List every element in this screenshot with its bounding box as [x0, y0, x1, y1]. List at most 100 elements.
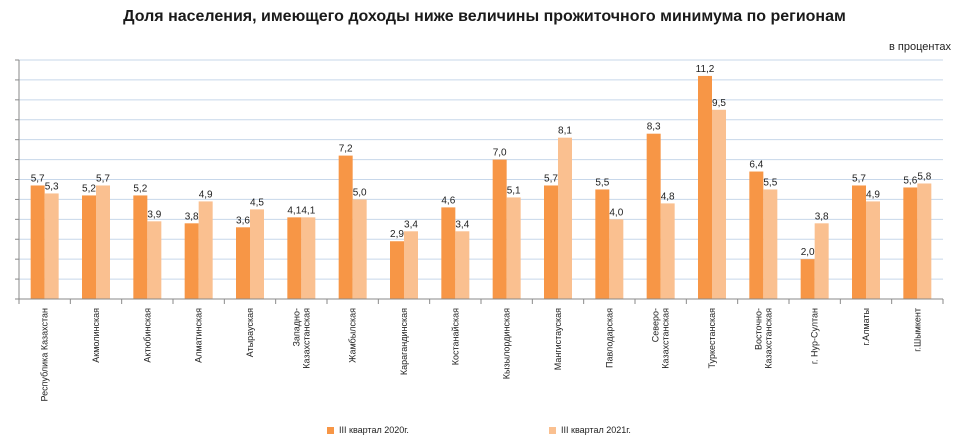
bar-series-1 [184, 223, 199, 299]
data-label: 5,0 [353, 187, 367, 198]
bar-series-2 [198, 201, 213, 299]
category-label: г. Нур-Султан [810, 308, 820, 364]
bar-series-1 [544, 185, 558, 299]
bar-series-1 [82, 195, 96, 299]
bar-series-1 [749, 171, 764, 299]
category-labels: Республика Казахстан Акмолинская Актюбинск… [40, 308, 923, 402]
bar-series-1 [800, 259, 815, 299]
bar-series-2 [917, 183, 932, 299]
data-label: 3,6 [236, 215, 250, 226]
category-label: г.Шымкент [912, 308, 922, 352]
category-label: Актюбинская [142, 308, 152, 363]
data-label: 8,3 [647, 122, 661, 133]
category-label: Кызылординская [502, 308, 512, 379]
legend-swatch-2020 [327, 426, 334, 434]
chart-title: Доля населения, имеющего доходы ниже вел… [123, 8, 846, 25]
bar-series-2 [147, 221, 162, 299]
bar-series-2 [814, 223, 829, 299]
data-label: 5,2 [133, 183, 147, 194]
bar-series-1 [698, 75, 712, 299]
gridlines [19, 59, 943, 300]
data-label: 3,9 [147, 209, 161, 220]
category-label: Акмолинская [91, 308, 101, 363]
data-label: 11,2 [696, 64, 715, 75]
bars [30, 75, 932, 300]
category-label: Туркестанская [707, 308, 717, 369]
bar-series-2 [609, 219, 624, 299]
category-label: Республика Казахстан [40, 308, 50, 401]
bar-series-2 [660, 203, 675, 299]
data-label: 5,3 [45, 181, 59, 192]
category-label: Костанайская [450, 308, 460, 365]
bar-series-1 [30, 185, 45, 299]
svg-text:Жамбылская: Жамбылская [348, 308, 358, 363]
svg-text:Павлодарская: Павлодарская [604, 308, 614, 368]
data-labels: 5,75,3 5,25,75,23,9 3,84,93,64,54,1 4,17,25… [31, 64, 932, 258]
svg-text:г. Нур-Султан: г. Нур-Султан [810, 308, 820, 364]
bar-series-1 [133, 195, 148, 299]
svg-text:Мангистауская: Мангистауская [553, 308, 563, 370]
category-label: Жамбылская [348, 308, 358, 363]
bar-series-1 [903, 187, 918, 299]
data-label: 3,8 [815, 211, 829, 222]
category-label: Северо-Казахстанская [651, 308, 671, 369]
svg-text:Восточно-Казахстанская: Восточно-Казахстанская [753, 308, 773, 369]
data-label: 5,8 [917, 171, 931, 182]
bar-series-1 [441, 207, 456, 299]
category-label: г.Алматы [861, 308, 871, 346]
data-label: 4,1 [301, 205, 315, 216]
legend-item-2020: III квартал 2020г. [327, 425, 409, 435]
svg-text:г.Алматы: г.Алматы [861, 308, 871, 346]
bar-series-1 [595, 189, 610, 299]
svg-text:Алматинская: Алматинская [194, 308, 204, 363]
svg-text:Северо-Казахстанская: Северо-Казахстанская [651, 308, 671, 369]
data-label: 7,2 [339, 144, 353, 155]
svg-text:Кызылординская: Кызылординская [502, 308, 512, 379]
category-label: Западно-Казахстанская [291, 308, 311, 369]
bar-series-2 [558, 137, 572, 299]
bar-series-1 [852, 185, 866, 299]
bar-series-2 [250, 209, 264, 299]
svg-text:Республика Казахстан: Республика Казахстан [40, 308, 50, 401]
data-label: 6,4 [749, 160, 763, 171]
data-label: 7,0 [493, 148, 507, 159]
data-label: 4,8 [661, 191, 675, 202]
unit-label: в процентах [889, 41, 951, 53]
data-label: 2,0 [801, 247, 815, 258]
data-label: 4,0 [609, 207, 623, 218]
data-label: 5,2 [82, 183, 96, 194]
data-label: 3,4 [404, 219, 418, 230]
bar-series-2 [712, 109, 726, 300]
bar-series-2 [44, 193, 59, 299]
category-label: Восточно-Казахстанская [753, 308, 773, 369]
category-label: Павлодарская [604, 308, 614, 368]
svg-text:Карагандинская: Карагандинская [399, 308, 409, 375]
bar-series-2 [301, 217, 316, 299]
category-label: Мангистауская [553, 308, 563, 370]
legend: III квартал 2020г. III квартал 2021г. [0, 425, 969, 441]
bar-series-1 [338, 155, 353, 299]
svg-text:Актюбинская: Актюбинская [142, 308, 152, 363]
bar-series-1 [492, 159, 507, 299]
data-label: 5,7 [544, 173, 558, 184]
bar-series-2 [455, 231, 470, 299]
legend-item-2021: III квартал 2021г. [549, 425, 631, 435]
data-label: 4,1 [287, 205, 301, 216]
svg-text:Западно-Казахстанская: Западно-Казахстанская [291, 308, 311, 369]
bar-series-1 [236, 227, 250, 299]
data-label: 4,5 [250, 197, 264, 208]
svg-text:Костанайская: Костанайская [450, 308, 460, 365]
data-label: 9,5 [712, 98, 726, 109]
data-label: 4,6 [441, 195, 455, 206]
svg-text:Туркестанская: Туркестанская [707, 308, 717, 369]
data-label: 8,1 [558, 126, 572, 137]
data-label: 5,6 [903, 175, 917, 186]
svg-text:Акмолинская: Акмолинская [91, 308, 101, 363]
data-label: 3,4 [455, 219, 469, 230]
legend-swatch-2021 [549, 426, 556, 434]
data-label: 5,5 [763, 177, 777, 188]
data-label: 2,9 [390, 229, 404, 240]
bar-series-2 [404, 231, 418, 299]
legend-label-2020: III квартал 2020г. [339, 425, 409, 435]
